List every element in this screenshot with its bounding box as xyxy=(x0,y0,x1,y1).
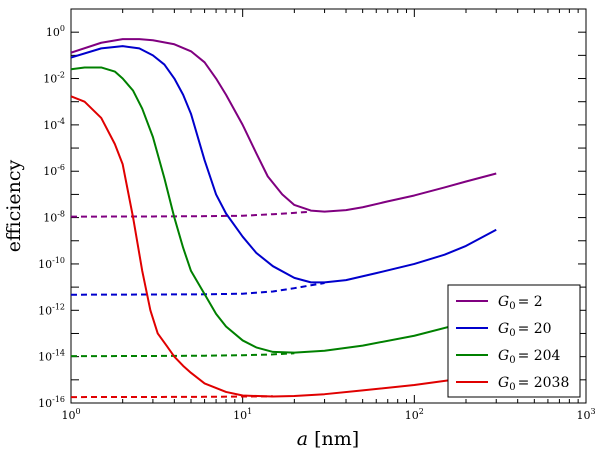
y-tick-label: 10-8 xyxy=(43,210,65,225)
x-tick-label: 103 xyxy=(576,407,595,422)
series-dashed-line-1 xyxy=(71,282,325,296)
series-solid-line-0 xyxy=(71,38,497,213)
legend-label-2: G0 = 204 xyxy=(498,348,561,366)
series-layer xyxy=(71,38,497,399)
series-solid-line-2 xyxy=(71,66,497,354)
x-axis-label: a [nm] xyxy=(297,428,359,450)
series-dashed-line-2 xyxy=(71,352,295,358)
legend-label-3: G0 = 2038 xyxy=(498,375,569,393)
series-dashed-line-0 xyxy=(71,210,312,218)
legend: G0 = 2 G0 = 20 G0 = 204 G0 = 2038 xyxy=(447,284,581,398)
y-tick-label: 100 xyxy=(46,24,65,39)
series-solid-line-1 xyxy=(71,45,497,284)
y-tick-label: 10-16 xyxy=(38,395,65,410)
y-tick-label: 10-4 xyxy=(43,117,65,132)
y-tick-label: 10-14 xyxy=(38,349,65,364)
axis-ticks: 100 101 102 103 100 10-2 10-4 10-6 10-8 10-10 10-1… xyxy=(38,8,596,422)
legend-box xyxy=(447,284,581,398)
x-tick-label: 102 xyxy=(405,407,424,422)
x-tick-label: 101 xyxy=(233,407,252,422)
y-tick-label: 10-12 xyxy=(38,302,65,317)
legend-label-0: G0 = 2 xyxy=(498,294,543,312)
y-axis-label: efficiency xyxy=(3,160,25,253)
y-tick-label: 10-10 xyxy=(38,256,65,271)
series-solid-line-3 xyxy=(71,95,497,398)
x-tick-label: 100 xyxy=(61,407,80,422)
y-tick-label: 10-6 xyxy=(43,163,65,178)
y-tick-label: 10-2 xyxy=(43,71,65,86)
legend-label-1: G0 = 20 xyxy=(498,321,552,339)
